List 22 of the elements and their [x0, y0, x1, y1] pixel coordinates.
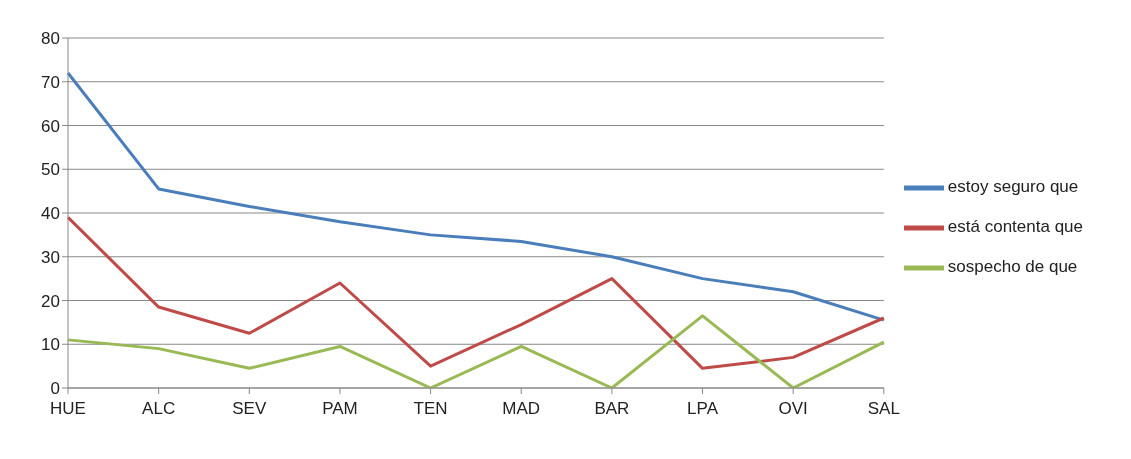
x-tick-label: MAD	[502, 399, 541, 419]
y-tick-label: 70	[41, 72, 60, 92]
legend-label: estoy seguro que	[947, 177, 1079, 197]
legend-label: está contenta que	[947, 217, 1083, 237]
x-tick-label: TEN	[413, 399, 448, 419]
legend-label: sospecho de que	[947, 257, 1078, 277]
x-tick-label: SEV	[232, 399, 267, 419]
y-tick-label: 30	[41, 247, 60, 267]
x-tick-label: LPA	[687, 399, 719, 419]
y-tick-label: 60	[41, 116, 60, 136]
y-tick-label: 0	[50, 379, 60, 399]
y-tick-label: 80	[41, 29, 60, 49]
y-tick-label: 20	[41, 291, 60, 311]
y-tick-label: 50	[41, 160, 60, 180]
x-tick-label: HUE	[50, 399, 86, 419]
x-tick-label: PAM	[322, 399, 358, 419]
y-tick-label: 40	[41, 204, 60, 224]
x-tick-label: BAR	[594, 399, 630, 419]
x-tick-label: ALC	[142, 399, 176, 419]
x-tick-label: SAL	[867, 399, 900, 419]
x-tick-label: OVI	[778, 399, 808, 419]
y-tick-label: 10	[41, 335, 60, 355]
